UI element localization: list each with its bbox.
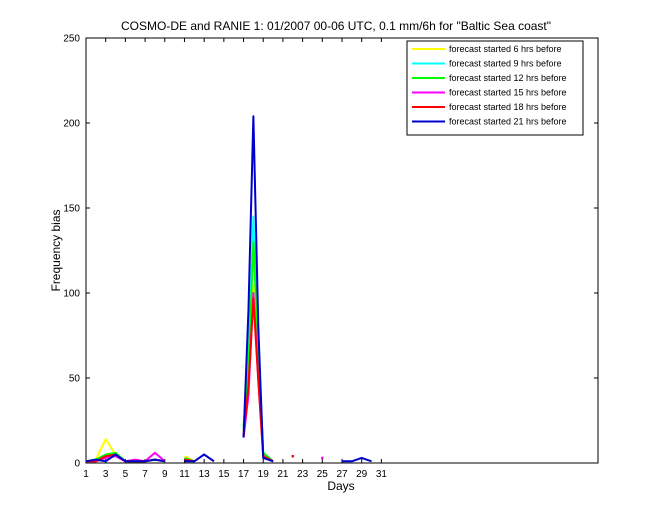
x-tick-label: 27 (336, 469, 348, 480)
x-tick-label: 9 (162, 469, 168, 480)
x-tick-label: 25 (317, 469, 329, 480)
legend-label: forecast started 9 hrs before (449, 59, 562, 69)
legend-label: forecast started 18 hrs before (449, 102, 567, 112)
y-tick-label: 250 (63, 34, 80, 45)
legend-label: forecast started 21 hrs before (449, 117, 567, 127)
y-axis-title: Frequency bias (49, 209, 63, 291)
y-axis: 0 50 100 150 200 250 (63, 34, 598, 470)
chart-title: COSMO-DE and RANIE 1: 01/2007 00-06 UTC,… (121, 19, 551, 33)
legend: forecast started 6 hrs before forecast st… (406, 40, 584, 136)
x-tick-label: 17 (238, 469, 250, 480)
series-line (242, 297, 274, 463)
legend-label: forecast started 6 hrs before (449, 44, 562, 54)
series-point (291, 455, 294, 458)
series-1 (85, 283, 274, 463)
series-4 (86, 292, 324, 463)
x-axis-title: Days (327, 479, 354, 493)
x-tick-label: 1 (83, 469, 89, 480)
series-line (85, 453, 165, 463)
y-tick-label: 150 (63, 204, 80, 215)
x-tick-label: 5 (123, 469, 129, 480)
legend-box (406, 40, 584, 136)
series-line (342, 456, 372, 463)
legend-label: forecast started 12 hrs before (449, 73, 567, 83)
x-tick-label: 21 (277, 469, 289, 480)
y-tick-label: 100 (63, 289, 80, 300)
x-tick-label: 13 (199, 469, 211, 480)
series-6 (85, 115, 372, 463)
series-lines (85, 115, 372, 463)
legend-label: forecast started 15 hrs before (449, 88, 567, 98)
x-tick-label: 19 (258, 469, 270, 480)
x-tick-label: 7 (142, 469, 148, 480)
x-tick-label: 11 (179, 469, 190, 480)
x-tick-label: 31 (376, 469, 388, 480)
x-tick-label: 29 (356, 469, 368, 480)
y-tick-label: 50 (69, 374, 81, 385)
x-axis: 1 3 5 7 9 11 13 15 17 19 21 23 25 27 29 31 (83, 38, 387, 480)
x-tick-label: 3 (103, 469, 109, 480)
series-line (184, 453, 215, 463)
y-tick-label: 0 (74, 459, 80, 470)
x-tick-label: 23 (297, 469, 309, 480)
series-line (242, 115, 274, 463)
y-tick-label: 200 (63, 119, 80, 130)
x-tick-label: 15 (218, 469, 230, 480)
series-line (242, 241, 274, 463)
series-point (321, 456, 324, 460)
